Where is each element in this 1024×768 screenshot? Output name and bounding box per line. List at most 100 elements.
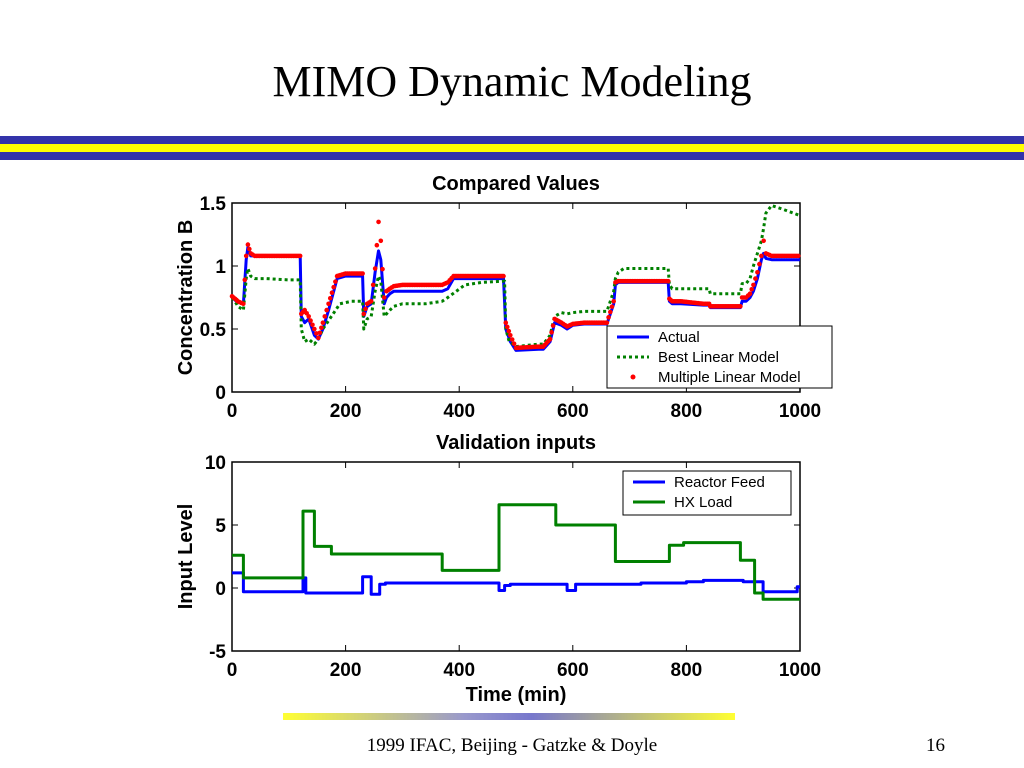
y-tick-label: -5 xyxy=(209,642,226,663)
data-point xyxy=(757,261,762,267)
series-best-linear-model xyxy=(230,204,801,349)
data-point xyxy=(329,290,335,296)
footer-text: 1999 IFAC, Beijing - Gatzke & Doyle xyxy=(366,735,658,756)
x-tick-label: 1000 xyxy=(779,401,821,422)
x-tick-label: 1000 xyxy=(779,660,821,681)
x-tick-label: 800 xyxy=(671,660,703,681)
data-point xyxy=(753,276,758,281)
data-point xyxy=(370,282,376,288)
data-point xyxy=(665,278,671,284)
data-point xyxy=(317,330,323,336)
data-point xyxy=(606,315,611,320)
legend: Actual Best Linear Model Multiple Linear M… xyxy=(606,325,833,389)
y-axis-label: Concentration B xyxy=(175,220,197,376)
data-point xyxy=(378,238,384,244)
data-point xyxy=(241,301,246,307)
data-point xyxy=(747,291,753,297)
chart-1: 0 200 400 600 800 1000 0 0.5 1 1.5 Compared Values… xyxy=(175,173,833,422)
y-tick-label: 0 xyxy=(215,579,226,600)
data-point xyxy=(297,253,303,259)
data-point xyxy=(310,322,315,328)
data-point xyxy=(242,277,248,283)
data-point xyxy=(368,298,374,304)
data-point xyxy=(319,325,324,331)
data-point xyxy=(380,266,385,272)
data-point xyxy=(506,328,512,334)
stripe-blue-bottom xyxy=(0,152,1024,160)
data-point xyxy=(245,242,251,247)
x-tick-label: 600 xyxy=(557,660,589,681)
data-point xyxy=(755,270,760,275)
data-point xyxy=(795,253,801,259)
data-point xyxy=(550,323,556,328)
data-point xyxy=(504,324,510,330)
data-point xyxy=(761,238,766,244)
data-point xyxy=(376,219,381,225)
y-tick-label: 0 xyxy=(215,383,226,404)
page-number: 16 xyxy=(926,735,945,756)
data-point xyxy=(363,306,368,312)
chart-title: Validation inputs xyxy=(436,432,596,454)
data-point xyxy=(320,320,326,326)
data-point xyxy=(374,242,380,248)
y-tick-label: 1.5 xyxy=(200,194,227,215)
data-point xyxy=(749,287,755,292)
y-tick-label: 10 xyxy=(205,453,226,474)
y-tick-label: 0.5 xyxy=(200,320,227,341)
series-reactor-feed xyxy=(232,571,800,596)
data-point xyxy=(360,271,365,276)
x-tick-label: 600 xyxy=(557,401,589,422)
data-point xyxy=(243,253,249,259)
data-point xyxy=(381,295,387,300)
x-tick-label: 0 xyxy=(227,660,238,681)
series-multiple-linear-model xyxy=(229,219,801,351)
data-point xyxy=(312,326,317,332)
data-point xyxy=(509,337,515,342)
x-tick-label: 200 xyxy=(330,401,362,422)
data-point xyxy=(372,266,378,271)
legend-label: Reactor Feed xyxy=(674,474,765,491)
x-tick-label: 400 xyxy=(443,660,475,681)
data-point xyxy=(759,253,764,259)
slide-title: MIMO Dynamic Modeling xyxy=(272,57,752,106)
data-point xyxy=(308,318,313,323)
legend-label: HX Load xyxy=(674,494,732,511)
chart-title: Compared Values xyxy=(432,173,600,195)
x-tick-label: 0 xyxy=(227,401,238,422)
legend: Reactor Feed HX Load xyxy=(622,470,792,516)
data-point xyxy=(326,301,331,307)
data-point xyxy=(314,331,319,336)
data-point xyxy=(547,336,553,342)
data-point xyxy=(327,295,333,301)
data-point xyxy=(324,307,329,313)
data-point xyxy=(333,279,338,284)
x-tick-label: 400 xyxy=(443,401,475,422)
data-point xyxy=(549,330,554,335)
legend-marker xyxy=(630,374,636,380)
legend-label: Best Linear Model xyxy=(658,349,779,366)
y-tick-label: 1 xyxy=(215,257,226,278)
series-hx-load xyxy=(232,503,800,601)
data-point xyxy=(738,304,743,309)
x-axis-label: Time (min) xyxy=(466,684,567,706)
legend-box xyxy=(622,470,792,516)
data-point xyxy=(361,311,367,317)
footer-gradient-bar xyxy=(283,713,735,720)
stripe-blue-top xyxy=(0,136,1024,144)
data-point xyxy=(331,284,336,290)
data-point xyxy=(611,298,616,304)
stripe-yellow xyxy=(0,144,1024,152)
legend-label: Multiple Linear Model xyxy=(658,369,801,386)
y-axis-label: Input Level xyxy=(175,504,197,610)
data-point xyxy=(316,335,321,341)
data-point xyxy=(503,320,509,326)
data-point xyxy=(322,314,328,319)
data-point xyxy=(511,341,517,347)
x-tick-label: 200 xyxy=(330,660,362,681)
y-tick-label: 5 xyxy=(215,516,226,537)
data-point xyxy=(508,333,513,338)
data-point xyxy=(604,320,610,326)
data-point xyxy=(306,314,311,319)
